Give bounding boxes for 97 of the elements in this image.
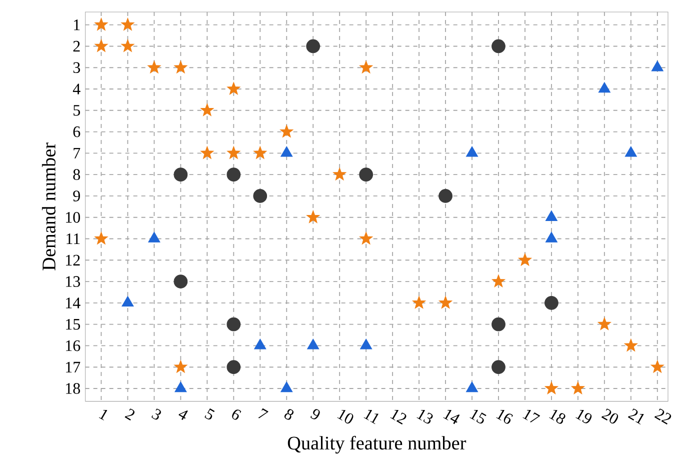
y-tick-label: 15 <box>66 318 80 330</box>
x-tick-label: 1 <box>98 410 108 420</box>
y-tick-label: 1 <box>74 20 80 30</box>
point <box>492 317 506 332</box>
point <box>438 189 452 203</box>
point <box>148 232 160 242</box>
point <box>307 338 320 350</box>
y-tick-label: 7 <box>74 148 80 158</box>
x-tick-label: 22 <box>654 408 672 424</box>
point <box>544 382 558 394</box>
point <box>650 360 664 373</box>
point <box>544 296 558 310</box>
point <box>624 338 638 352</box>
point <box>174 382 187 392</box>
point <box>359 60 373 74</box>
point <box>174 360 188 373</box>
x-tick-label: 13 <box>416 410 433 424</box>
x-tick-label: 5 <box>204 408 215 420</box>
point <box>360 338 372 350</box>
x-tick-label: 9 <box>310 409 320 420</box>
y-tick-label: 3 <box>73 62 80 73</box>
point <box>571 382 585 394</box>
point <box>492 360 506 374</box>
x-tick-label: 11 <box>364 410 378 424</box>
x-tick-label: 17 <box>522 410 540 422</box>
point <box>121 18 134 30</box>
point <box>306 210 320 224</box>
point <box>332 168 346 180</box>
point <box>227 146 240 159</box>
point <box>280 124 294 138</box>
x-tick-label: 4 <box>178 410 188 420</box>
point <box>492 39 506 54</box>
point <box>624 146 637 157</box>
point <box>545 210 558 221</box>
y-tick-label: 12 <box>66 254 80 266</box>
point <box>466 382 478 392</box>
x-tick-label: 12 <box>390 410 406 424</box>
x-tick-label: 10 <box>337 410 354 424</box>
point <box>227 82 240 95</box>
point <box>518 253 532 266</box>
x-tick-label: 6 <box>232 410 242 420</box>
point <box>359 168 374 182</box>
point <box>466 146 478 157</box>
y-tick-label: 17 <box>66 362 80 372</box>
point <box>226 168 241 182</box>
point <box>226 317 241 332</box>
point <box>94 232 108 244</box>
x-tick-label: 7 <box>258 408 268 418</box>
point <box>254 146 267 159</box>
point <box>280 146 293 157</box>
point <box>253 189 268 203</box>
x-tick-label: 18 <box>549 410 566 424</box>
point <box>359 232 373 244</box>
point <box>94 39 108 52</box>
point <box>492 274 506 288</box>
y-tick-label: 6 <box>73 126 80 138</box>
point <box>280 382 293 392</box>
point <box>200 103 214 116</box>
y-axis-title: Demand number <box>42 142 56 270</box>
point <box>174 60 188 74</box>
point <box>122 296 134 307</box>
point <box>651 60 664 72</box>
y-tick-label: 10 <box>66 212 80 223</box>
x-tick-label: 19 <box>576 410 592 424</box>
y-tick-label: 2 <box>73 40 80 52</box>
x-tick-label: 2 <box>124 408 134 420</box>
point <box>598 82 610 93</box>
y-tick-label: 11 <box>66 233 80 244</box>
point <box>412 296 426 309</box>
x-tick-label: 21 <box>628 408 644 424</box>
x-tick-label: 20 <box>601 408 618 424</box>
y-tick-label: 5 <box>74 105 80 116</box>
y-tick-label: 4 <box>72 84 80 94</box>
point <box>545 232 558 242</box>
point <box>121 39 134 52</box>
point <box>254 338 266 350</box>
x-tick-label: 14 <box>443 410 460 424</box>
point <box>598 317 612 330</box>
point <box>174 168 188 182</box>
point <box>200 146 214 159</box>
x-tick-label: 3 <box>151 408 161 420</box>
x-tick-label: 8 <box>284 409 294 420</box>
point <box>438 296 452 309</box>
y-tick-label: 13 <box>66 276 80 287</box>
point <box>174 274 188 288</box>
point <box>306 39 320 54</box>
x-tick-label: 15 <box>470 410 486 424</box>
point <box>94 18 108 30</box>
y-tick-label: 18 <box>66 383 80 394</box>
x-tick-label: 16 <box>496 410 513 424</box>
y-tick-label: 16 <box>66 340 80 352</box>
point <box>148 60 161 74</box>
y-tick-label: 14 <box>66 298 80 308</box>
x-axis-title: Quality feature number <box>288 436 466 454</box>
point <box>226 360 241 374</box>
y-tick-label: 9 <box>73 190 80 202</box>
y-tick-label: 8 <box>73 169 80 180</box>
